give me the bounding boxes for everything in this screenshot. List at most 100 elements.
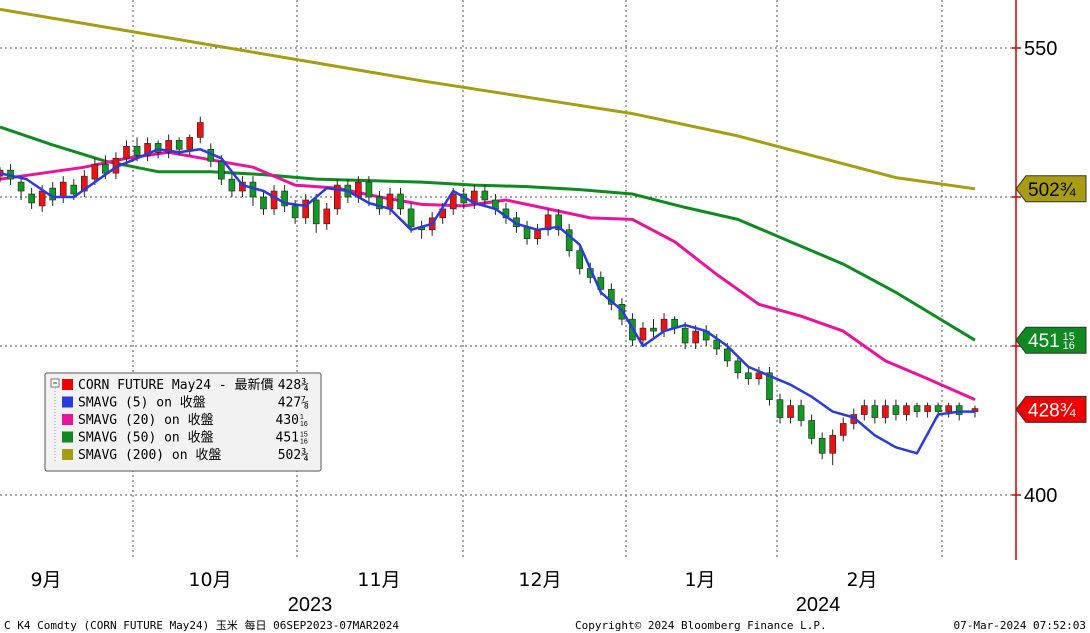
candle-body [144, 143, 151, 156]
legend-entry-value: 428¾ [278, 378, 309, 393]
candle-body [797, 405, 805, 421]
y-tick-label: 550 [1024, 38, 1057, 60]
candle-body [449, 193, 457, 210]
x-year-label: 2023 [288, 594, 333, 616]
candle-body [175, 140, 183, 150]
tag-denominator: 16 [1063, 340, 1075, 352]
footer-timestamp: 07-Mar-2024 07:52:03 [954, 619, 1086, 632]
candle-body [376, 196, 383, 210]
square-icon [62, 379, 73, 390]
candle-body [565, 229, 573, 251]
legend-value-numerator: 15 [300, 432, 308, 439]
candle-body [281, 190, 288, 207]
candle-body [692, 330, 699, 344]
x-tick-label: 11月 [357, 569, 400, 591]
x-tick-label: 2月 [846, 569, 877, 591]
candle-body [882, 405, 889, 418]
tag-numerator: 15 [1063, 331, 1075, 343]
legend-entry-label: CORN FUTURE May24 - 最新價 [78, 377, 274, 393]
price-tag [1015, 395, 1087, 423]
legend-entry-value: 451 [276, 431, 299, 446]
footer-copyright: Copyright© 2024 Bloomberg Finance L.P. [575, 619, 827, 632]
series-line [0, 150, 976, 401]
candle-body [59, 181, 67, 198]
candle-body [818, 438, 826, 454]
candle-body [892, 405, 900, 415]
candle-body [28, 193, 35, 204]
x-tick-label: 10月 [188, 569, 231, 591]
candle-body [196, 122, 204, 138]
candle-body [681, 327, 689, 344]
candle-body [133, 146, 141, 156]
candle-body [639, 327, 647, 341]
legend-entry-label: SMAVG (50) on 收盤 [78, 431, 214, 446]
candle-body [766, 372, 773, 400]
x-tick-label: 12月 [518, 569, 561, 591]
candle-body [218, 160, 225, 180]
candle-body [871, 405, 879, 418]
square-icon [62, 431, 73, 443]
legend-entry-value: 502¾ [278, 448, 309, 463]
legend-value-numerator: 1 [300, 414, 304, 421]
tag-label: 451 [1028, 331, 1060, 352]
candle-body [302, 199, 309, 219]
candle-body [934, 405, 942, 412]
candle-body [755, 372, 763, 380]
candle-body [365, 181, 373, 198]
sma-200-line [0, 7, 976, 191]
candle-body [91, 163, 99, 180]
candle-body [861, 405, 868, 415]
price-tag [1015, 326, 1087, 354]
candle-body [228, 178, 236, 192]
x-tick-label: 1月 [684, 569, 715, 591]
candle-body [270, 190, 278, 210]
candle-body [955, 405, 963, 415]
candle-body [333, 184, 341, 210]
candle-body [787, 405, 794, 418]
candle-body [407, 208, 415, 228]
candle-body [291, 205, 299, 219]
tag-label: 428¾ [1028, 400, 1077, 421]
candle-body [534, 229, 541, 240]
candle-body [70, 184, 78, 195]
candle-body [186, 137, 194, 150]
legend-entry-label: SMAVG (200) on 收盤 [78, 448, 221, 463]
candle-body [913, 405, 921, 412]
x-year-label: 2024 [796, 594, 841, 616]
tag-label: 502¾ [1028, 180, 1077, 201]
candle-body [386, 193, 394, 210]
square-icon [62, 396, 73, 408]
candle-body [608, 289, 615, 305]
legend-entry-label: SMAVG (5) on 收盤 [78, 396, 206, 411]
candle-body [397, 193, 404, 210]
legend-box [44, 372, 322, 472]
sma-5-line [0, 148, 975, 455]
grid-lines [0, 0, 1016, 560]
candle-body [17, 181, 25, 192]
y-tick-label: 400 [1024, 485, 1057, 507]
sma-20-line [0, 150, 976, 401]
candle-body [924, 405, 931, 412]
candle-body [544, 214, 552, 231]
legend-entry-value: 427⅞ [278, 396, 309, 411]
legend-value-denominator: 16 [300, 439, 308, 446]
candle-body [576, 250, 584, 269]
candle-body [808, 420, 815, 439]
candle-body [260, 196, 267, 210]
x-axis: 9月 10月 11月 12月 1月 2月 2023 2024 [30, 569, 877, 616]
candle-body [123, 146, 130, 159]
candle-body [481, 190, 489, 201]
candle-body [734, 360, 742, 374]
price-tag [1015, 175, 1087, 203]
candle-body [38, 190, 46, 207]
square-icon [62, 414, 73, 425]
candle-body [165, 140, 172, 153]
candle-body [745, 372, 752, 380]
x-tick-label: 9月 [30, 569, 61, 591]
candle-body [323, 208, 331, 225]
candle-body [903, 405, 910, 415]
candle-body [829, 435, 837, 454]
series-line [0, 148, 975, 455]
